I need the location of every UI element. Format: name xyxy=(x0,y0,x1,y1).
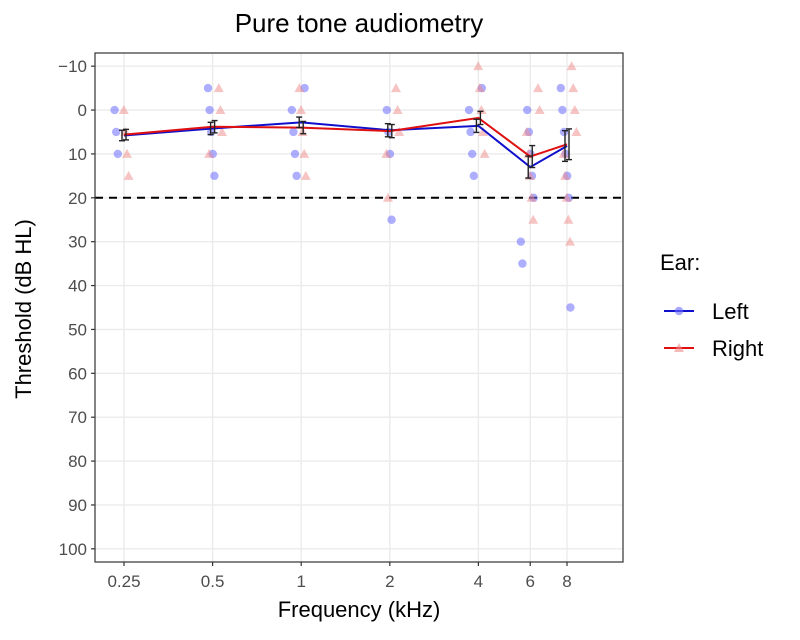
left-ear-point xyxy=(518,259,527,268)
right-ear-point xyxy=(534,105,545,115)
y-tick-label: 80 xyxy=(68,452,87,471)
left-ear-point xyxy=(558,105,567,115)
right-ear-point xyxy=(474,83,485,93)
left-ear-point xyxy=(287,105,296,115)
left-ear-point xyxy=(469,171,478,181)
right-ear-point xyxy=(561,192,572,202)
grid-lines xyxy=(95,53,623,562)
right-ear-point xyxy=(566,61,577,71)
y-tick-label: 20 xyxy=(68,189,87,208)
left-ear-point xyxy=(464,105,474,115)
left-ear-point xyxy=(387,215,396,224)
right-ear-point xyxy=(394,126,405,136)
left-ear-point xyxy=(289,127,298,137)
right-ear-point xyxy=(565,236,575,246)
panel-background xyxy=(95,53,623,562)
left-ear-point xyxy=(566,303,575,312)
right-ear-point xyxy=(571,126,582,136)
x-tick-label: 1 xyxy=(296,572,305,591)
left-ear-point xyxy=(210,171,219,181)
right-ear-point xyxy=(568,83,579,93)
x-tick-label: 4 xyxy=(474,572,483,591)
right-ear-point xyxy=(217,126,227,136)
right-ear-point xyxy=(526,192,537,202)
left-ear-point xyxy=(112,127,121,137)
left-ear-point xyxy=(516,237,526,246)
y-tick-label: 40 xyxy=(68,277,87,296)
left-ear-point xyxy=(556,83,565,93)
left-ear-point xyxy=(292,171,301,181)
right-ear-point xyxy=(294,83,305,93)
right-ear-point xyxy=(478,126,488,136)
y-axis-ticks: −10 0 10 20 30 40 50 60 70 80 90 100 xyxy=(58,57,95,559)
y-tick-label: −10 xyxy=(58,57,87,76)
right-ear-point xyxy=(118,105,129,115)
x-tick-label: 8 xyxy=(562,572,571,591)
left-ear-point xyxy=(290,149,300,159)
right-ear-point xyxy=(521,126,532,136)
x-tick-label: 6 xyxy=(525,572,534,591)
panel-border xyxy=(94,52,624,563)
right-ear-point xyxy=(528,214,539,224)
legend-key-circle xyxy=(674,306,684,316)
y-tick-label: 60 xyxy=(68,364,87,383)
x-tick-label: 0.5 xyxy=(201,572,225,591)
y-tick-label: 0 xyxy=(78,101,87,120)
right-ear-point xyxy=(123,170,134,180)
right-ear-point xyxy=(560,170,571,180)
right-ear-point xyxy=(473,61,484,71)
legend-label-right: Right xyxy=(712,336,763,361)
y-tick-label: 90 xyxy=(68,496,87,515)
x-axis-title: Frequency (kHz) xyxy=(278,597,441,622)
y-axis-title: Threshold (dB HL) xyxy=(11,219,36,399)
right-ear-point xyxy=(563,214,574,224)
right-ear-point xyxy=(299,148,310,158)
legend-title: Ear: xyxy=(660,250,700,275)
right-ear-point xyxy=(300,170,311,180)
right-ear-point xyxy=(122,148,132,158)
right-ear-point xyxy=(479,148,490,158)
y-tick-label: 50 xyxy=(68,320,87,339)
x-tick-label: 2 xyxy=(385,572,394,591)
left-ear-point xyxy=(203,83,213,93)
left-ear-point xyxy=(468,149,477,159)
left-ear-point xyxy=(205,105,214,115)
left-ear-point xyxy=(466,127,475,137)
right-ear-point xyxy=(558,148,569,158)
left-ear-point xyxy=(110,105,119,115)
right-ear-point xyxy=(204,148,215,158)
error-bars xyxy=(119,110,572,179)
left-ear-point xyxy=(113,149,123,159)
x-tick-label: 0.25 xyxy=(107,572,140,591)
left-ear-point xyxy=(559,127,569,137)
x-axis-ticks: 0.25 0.5 1 2 4 6 8 xyxy=(107,562,572,591)
y-tick-label: 30 xyxy=(68,233,87,252)
y-tick-label: 70 xyxy=(68,408,87,427)
chart-title: Pure tone audiometry xyxy=(235,8,484,38)
legend-key-triangle xyxy=(674,343,684,352)
left-ear-point xyxy=(382,105,391,115)
legend: Ear: Left Right xyxy=(660,250,763,361)
right-ear-point xyxy=(383,192,393,202)
right-ear-point xyxy=(533,83,544,93)
right-ear-point xyxy=(296,105,306,115)
right-ear-point xyxy=(391,83,401,93)
right-ear-point xyxy=(213,83,224,93)
right-ear-point xyxy=(392,105,403,115)
right-ear-point xyxy=(569,105,580,115)
plot-panel xyxy=(94,52,624,563)
right-ear-point xyxy=(381,148,392,158)
y-tick-label: 100 xyxy=(59,540,87,559)
left-ear-point xyxy=(523,105,532,115)
legend-label-left: Left xyxy=(712,299,749,324)
y-tick-label: 10 xyxy=(68,145,87,164)
right-ear-point xyxy=(215,105,226,115)
